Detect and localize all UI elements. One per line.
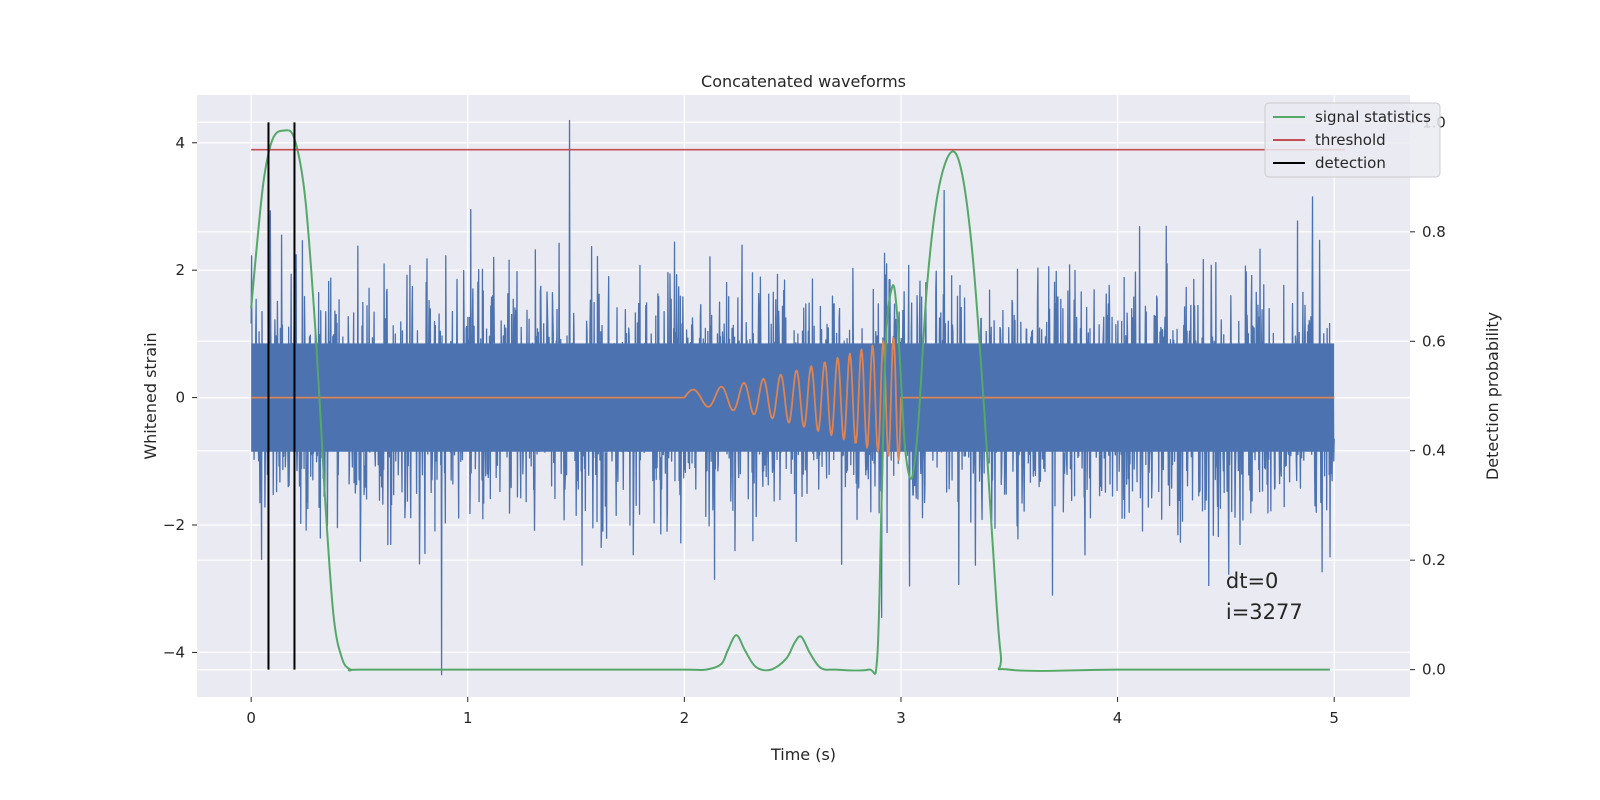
y-axis-label: Whitened strain	[141, 332, 160, 459]
series-layer	[250, 119, 1346, 676]
y2-tick-label: 0.0	[1422, 661, 1446, 679]
x-tick-label: 0	[246, 709, 256, 727]
annotation-dt: dt=0	[1226, 569, 1279, 593]
annotation: dt=0 i=3277	[1226, 569, 1303, 624]
series-injected-chirp-line	[251, 336, 1335, 461]
legend-box	[1264, 102, 1441, 178]
y-tick-label: 0	[175, 389, 185, 407]
legend-label-signal-statistics: signal statistics	[1315, 108, 1431, 126]
legend-label-detection: detection	[1315, 154, 1386, 172]
legend-label-threshold: threshold	[1315, 131, 1386, 149]
x-tick-label: 2	[680, 709, 690, 727]
legend: signal statistics threshold detection	[1264, 102, 1441, 178]
x-tick-label: 1	[463, 709, 473, 727]
annotation-index: i=3277	[1226, 600, 1303, 624]
series-signal-statistics-line	[250, 129, 1330, 675]
y2-tick-label: 0.8	[1422, 223, 1446, 241]
y-tick-label: −4	[163, 643, 185, 661]
x-tick-label: 5	[1329, 709, 1339, 727]
x-tick-label: 4	[1113, 709, 1123, 727]
chart-title: Concatenated waveforms	[701, 72, 906, 91]
y-tick-label: −2	[163, 516, 185, 534]
x-axis-label: Time (s)	[770, 745, 836, 764]
y2-tick-label: 0.2	[1422, 551, 1446, 569]
x-tick-label: 3	[896, 709, 906, 727]
y-tick-label: 2	[175, 261, 185, 279]
y2-tick-label: 0.4	[1422, 442, 1446, 460]
y2-axis-label: Detection probability	[1483, 312, 1502, 480]
y-tick-label: 4	[175, 134, 185, 152]
y2-tick-label: 0.6	[1422, 332, 1446, 350]
